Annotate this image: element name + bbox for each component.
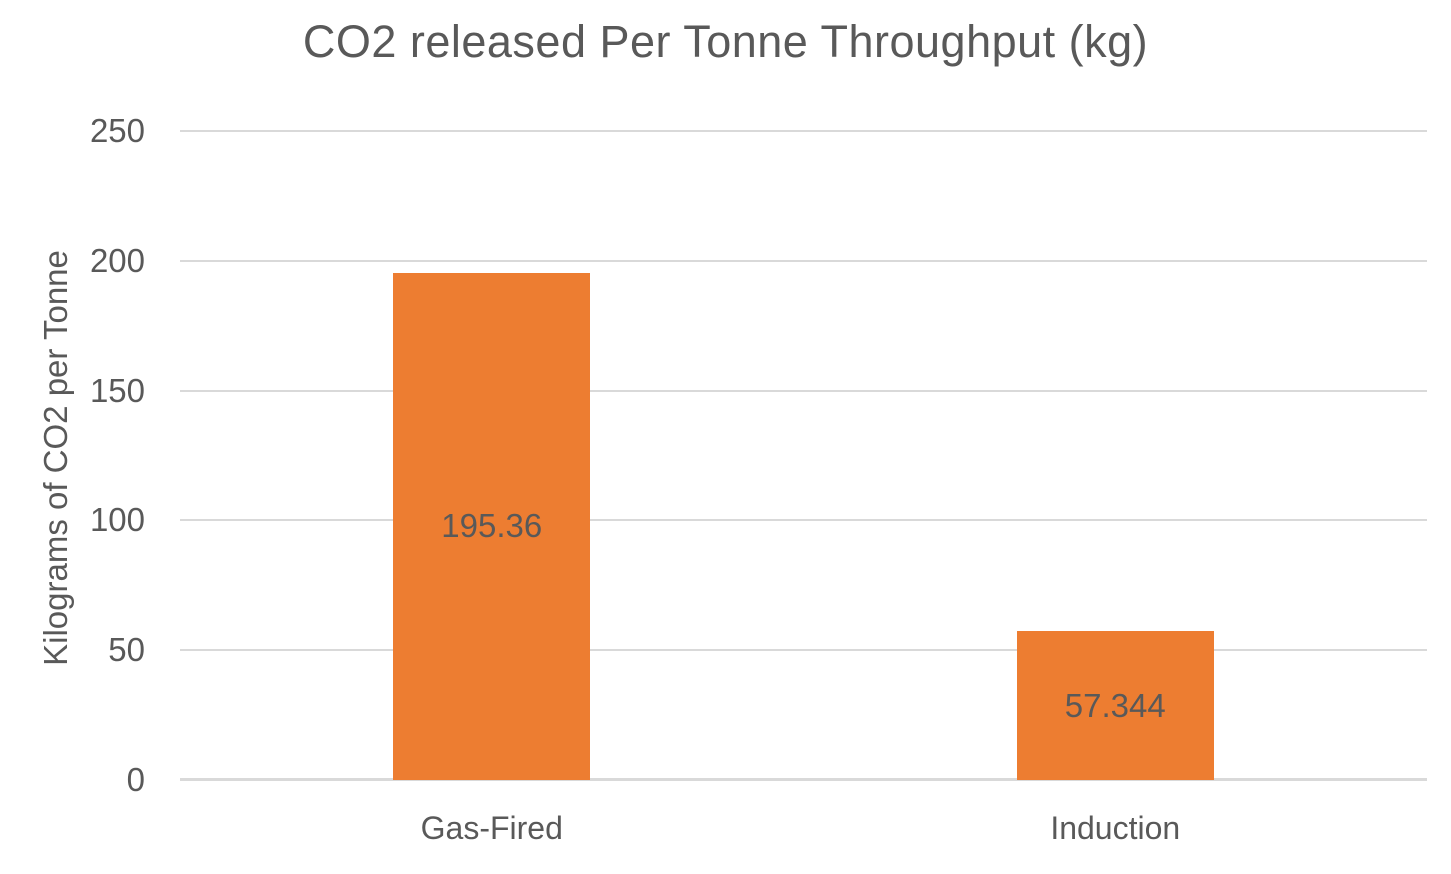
gridline: [180, 259, 1427, 262]
gridline: [180, 130, 1427, 132]
bar-value-label: 57.344: [1064, 686, 1166, 724]
y-tick-label: 100: [89, 501, 145, 539]
y-axis-title: Kilograms of CO2 per Tonne: [37, 250, 74, 666]
bar-induction: 57.344: [1016, 631, 1214, 780]
y-tick-label: 0: [126, 761, 145, 798]
y-tick-label: 200: [89, 241, 145, 279]
chart-title: CO2 released Per Tonne Throughput (kg): [302, 16, 1149, 67]
gridline: [180, 519, 1427, 522]
x-category-label: Gas-Fired: [420, 810, 563, 846]
gridline: [180, 389, 1427, 392]
y-tick-label: 150: [89, 371, 145, 409]
bar-gas-fired: 195.36: [393, 272, 591, 780]
bar-value-label: 195.36: [441, 507, 543, 545]
y-tick-label: 250: [89, 112, 145, 149]
y-tick-label: 50: [108, 631, 145, 669]
x-category-label: Induction: [1050, 810, 1181, 846]
gridline: [180, 649, 1427, 652]
plot-area: 195.36 57.344: [180, 130, 1427, 781]
x-axis-line: [180, 778, 1427, 781]
